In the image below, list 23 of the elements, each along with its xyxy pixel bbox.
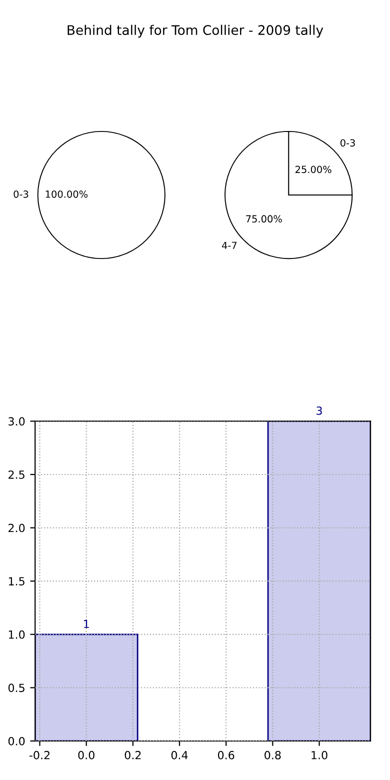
x-tick-label: -0.2 — [29, 750, 50, 760]
x-tick-label: 1.0 — [312, 750, 328, 760]
x-tick-label: 0.8 — [264, 750, 281, 760]
slice-label: 4-7 — [222, 242, 237, 249]
x-tick-label: 0.4 — [171, 750, 188, 760]
text: Behind tally for Tom Collier - 2009 tally — [68, 24, 324, 38]
slice-label: 0-3 — [14, 190, 28, 198]
y-tick-label: 0.0 — [8, 736, 25, 746]
y-tick-label: 2.5 — [8, 470, 24, 479]
x-tick-label: 0.0 — [78, 750, 94, 760]
x-tick-label: 0.2 — [124, 750, 141, 760]
data-label: 3 — [316, 406, 322, 415]
data-label: 1 — [84, 620, 89, 628]
y-tick-label: 0.5 — [8, 684, 24, 692]
data-label: 25.00% — [295, 166, 332, 174]
y-tick-label: 3.0 — [8, 417, 25, 426]
x-tick-label: 0.6 — [218, 750, 234, 760]
y-tick-label: 2.0 — [8, 524, 25, 532]
data-label: 75.00% — [246, 215, 282, 223]
slice-label: 0-3 — [340, 139, 355, 147]
data-label: 100.00% — [46, 190, 88, 198]
y-tick-label: 1.0 — [8, 630, 25, 639]
y-tick-label: 1.5 — [8, 577, 24, 586]
